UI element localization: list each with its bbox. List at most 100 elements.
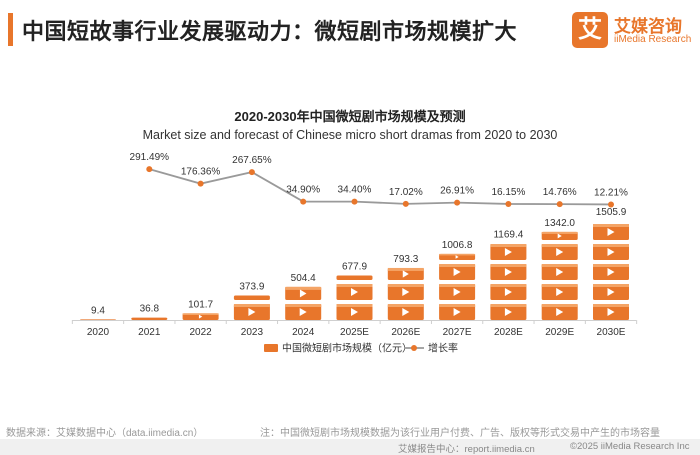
bar-segment — [387, 267, 424, 280]
bar-segment — [336, 304, 373, 320]
play-icon — [248, 308, 256, 316]
play-icon — [504, 268, 512, 276]
bar-block-highlight — [490, 284, 527, 287]
legend-line-marker — [411, 345, 417, 351]
play-icon — [402, 308, 410, 316]
bar-value-label: 793.3 — [393, 254, 418, 265]
bar-block — [80, 319, 116, 320]
growth-rate-label: 176.36% — [181, 167, 221, 178]
x-tick-label: 2023 — [241, 327, 264, 338]
play-icon — [351, 308, 358, 316]
bar-segment — [285, 304, 322, 320]
bar-segment — [336, 275, 373, 280]
play-icon — [556, 288, 564, 296]
play-icon — [453, 308, 461, 316]
bar — [80, 319, 116, 320]
play-icon — [198, 314, 203, 319]
bar-block-highlight — [285, 304, 322, 307]
bar-value-label: 373.9 — [239, 281, 264, 292]
growth-rate-point — [300, 198, 307, 205]
play-icon — [607, 308, 615, 316]
growth-rate-point — [351, 198, 358, 205]
chart-title: 2020-2030年中国微短剧市场规模及预测 — [234, 109, 466, 124]
brand-logo[interactable]: 艾 艾媒咨询 iiMedia Research — [572, 10, 692, 54]
bar-block-highlight — [593, 224, 629, 227]
bar-segment — [439, 264, 476, 280]
bar-segment — [387, 304, 424, 320]
x-tick-label: 2027E — [443, 327, 472, 338]
bar-segment — [439, 253, 476, 260]
bar-block-highlight — [439, 253, 476, 256]
bar-segment — [541, 244, 578, 260]
bar — [182, 313, 219, 320]
play-icon — [607, 248, 615, 256]
bar-value-label: 1505.9 — [596, 207, 627, 218]
bar-block-highlight — [387, 284, 424, 287]
bar-block-highlight — [439, 304, 476, 307]
bar-block-highlight — [439, 264, 476, 267]
bar — [593, 224, 629, 320]
play-icon — [504, 308, 512, 316]
bar-segment — [541, 304, 578, 320]
bar-block-highlight — [490, 244, 527, 247]
bar-segment — [182, 313, 219, 320]
play-icon — [299, 289, 307, 298]
bar-segment — [233, 304, 270, 320]
x-tick-label: 2020 — [87, 327, 110, 338]
play-icon — [607, 228, 615, 236]
bar-block-highlight — [541, 304, 578, 307]
bar-block-highlight — [541, 244, 578, 247]
page-title: 中国短故事行业发展驱动力：微短剧市场规模扩大 — [22, 19, 518, 44]
growth-rate-label: 16.15% — [491, 187, 525, 198]
growth-rate-point — [608, 201, 614, 208]
play-icon — [402, 270, 409, 278]
logo-text-en: iiMedia Research — [614, 34, 692, 45]
bar-segment — [490, 304, 527, 320]
bar-block-highlight — [387, 304, 424, 307]
title-accent-bar — [8, 13, 13, 46]
growth-rate-label: 17.02% — [389, 187, 423, 198]
bar-value-label: 1342.0 — [544, 218, 575, 229]
bar-value-label: 101.7 — [188, 299, 213, 310]
bar-block-highlight — [336, 304, 373, 307]
growth-rate-point — [146, 166, 153, 173]
copyright-text: ©2025 iiMedia Research Inc — [570, 441, 690, 452]
bar-segment — [490, 244, 527, 260]
bar-segment — [490, 264, 527, 280]
bar-segment — [439, 284, 476, 300]
play-icon — [504, 248, 512, 256]
play-icon — [455, 255, 459, 259]
bar-segment — [593, 284, 629, 300]
bar-block — [233, 295, 270, 300]
play-icon — [557, 233, 562, 239]
legend-bar-label: 中国微短剧市场规模（亿元） — [282, 342, 412, 355]
bar-segment — [336, 284, 373, 300]
x-tick-label: 2030E — [597, 327, 626, 338]
footer-source: 数据来源：艾媒数据中心（data.iimedia.cn） — [6, 428, 204, 439]
play-icon — [402, 288, 410, 296]
bar-value-label: 504.4 — [291, 273, 316, 284]
bar-value-label: 9.4 — [91, 305, 105, 316]
bar-segment — [593, 224, 629, 240]
bar-block — [131, 317, 168, 320]
bar — [387, 267, 424, 320]
bar-block-highlight — [593, 264, 629, 267]
x-tick-label: 2025E — [340, 327, 369, 338]
play-icon — [453, 268, 461, 276]
logo-text-cn: 艾媒咨询 — [614, 17, 682, 36]
bar-segment — [593, 304, 629, 320]
bar-block-highlight — [490, 304, 527, 307]
growth-rate-point — [556, 201, 563, 208]
growth-rate-line — [149, 168, 612, 206]
growth-rate-point — [248, 169, 255, 176]
bar-block-highlight — [593, 304, 629, 307]
bar-segment — [541, 231, 578, 240]
play-icon — [453, 288, 461, 296]
play-icon — [556, 248, 564, 256]
bar-block-highlight — [285, 286, 322, 290]
legend-bar-swatch — [264, 344, 278, 352]
footer-note: 注：中国微短剧市场规模数据为该行业用户付费、广告、版权等形式交易中产生的市场容量 — [260, 428, 660, 439]
bar-block-highlight — [541, 284, 578, 287]
bar — [336, 275, 373, 320]
x-tick-label: 2024 — [292, 327, 315, 338]
